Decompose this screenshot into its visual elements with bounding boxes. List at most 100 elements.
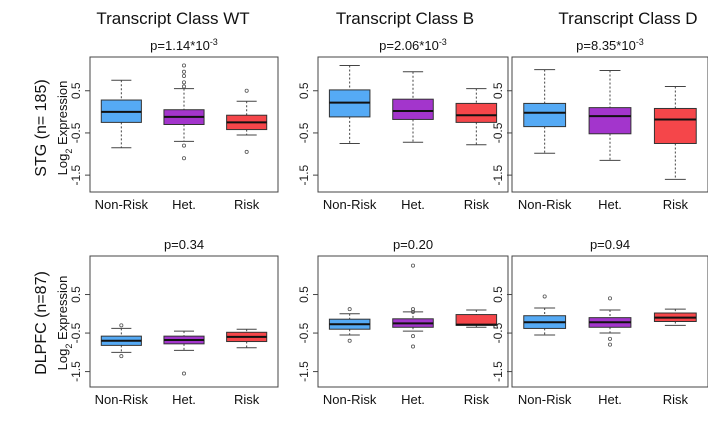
y-tick-label: -0.5 <box>491 322 505 343</box>
row-label-dlpfc: DLPFC (n=87) <box>33 271 50 375</box>
outlier-point <box>410 334 415 339</box>
x-category-label: Het. <box>401 197 425 212</box>
panel-2: p=8.35*10-3 0.5 -0.5 -1.5 Non-Risk Het. Risk <box>491 37 708 212</box>
ylabel-dlpfc-text: Log2 Expression <box>55 276 74 371</box>
x-category-label: Non-Risk <box>323 392 377 407</box>
x-category-label: Non-Risk <box>95 392 149 407</box>
outlier-point <box>410 309 415 314</box>
box-nonrisk <box>523 102 567 128</box>
y-tick-label: 0.5 <box>491 286 505 303</box>
x-category-label: Het. <box>598 197 622 212</box>
y-tick-label: -0.5 <box>69 322 83 343</box>
box-het <box>392 98 434 120</box>
outlier-point <box>542 294 547 299</box>
x-category-label: Non-Risk <box>323 197 377 212</box>
x-category-label: Risk <box>464 392 490 407</box>
x-category-label: Risk <box>234 392 260 407</box>
outlier-point <box>181 371 186 376</box>
y-tick-label: -1.5 <box>297 361 311 382</box>
panel-frame <box>317 56 509 193</box>
outlier-point <box>181 156 186 161</box>
y-tick-label: -1.5 <box>297 164 311 185</box>
x-category-label: Non-Risk <box>518 392 572 407</box>
x-category-label: Risk <box>464 197 490 212</box>
outlier-point <box>608 336 613 341</box>
y-tick-label: 0.5 <box>491 82 505 99</box>
outlier-point <box>181 63 186 68</box>
outlier-point <box>181 80 186 85</box>
outlier-point <box>347 338 352 343</box>
outlier-point <box>410 263 415 268</box>
panel-pvalue: p=0.20 <box>393 237 433 252</box>
outlier-point <box>608 342 613 347</box>
panel-frame <box>89 56 279 193</box>
box-risk <box>653 107 697 144</box>
panel-0: p=1.14*10-3 0.5 -0.5 -1.5 Non-Risk Het. Risk <box>69 37 279 212</box>
panel-frame <box>89 255 279 388</box>
ylabel-stg-sub: 2 <box>64 149 74 154</box>
box-het <box>588 107 632 135</box>
pvalue-base: p=1.14*10 <box>150 38 210 53</box>
ylabel-dlpfc-sub: 2 <box>64 344 74 349</box>
pvalue-base: p=0.94 <box>590 237 630 252</box>
outlier-point <box>181 143 186 148</box>
outlier-point <box>244 149 249 154</box>
panel-pvalue: p=0.94 <box>590 237 630 252</box>
y-tick-label: -0.5 <box>491 122 505 143</box>
pvalue-base: p=8.35*10 <box>576 38 636 53</box>
x-category-label: Non-Risk <box>518 197 572 212</box>
outlier-point <box>181 69 186 74</box>
panel-frame <box>511 255 708 388</box>
outlier-point <box>244 88 249 93</box>
panel-pvalue: p=8.35*10-3 <box>576 37 644 53</box>
y-tick-label: -0.5 <box>69 122 83 143</box>
y-tick-label: 0.5 <box>69 82 83 99</box>
y-tick-label: -1.5 <box>69 164 83 185</box>
y-tick-label: -1.5 <box>491 361 505 382</box>
y-tick-label: -1.5 <box>491 164 505 185</box>
panel-frame <box>317 255 509 388</box>
x-category-label: Het. <box>401 392 425 407</box>
x-category-label: Risk <box>663 197 689 212</box>
outlier-point <box>181 73 186 78</box>
panel-pvalue: p=2.06*10-3 <box>379 37 447 53</box>
ylabel-stg-rest: Expression <box>55 81 70 149</box>
column-title-b: Transcript Class B <box>336 9 474 28</box>
outlier-point <box>410 344 415 349</box>
x-category-label: Het. <box>172 197 196 212</box>
ylabel-dlpfc-log: Log <box>55 349 70 371</box>
pvalue-exponent: -3 <box>210 37 218 47</box>
x-category-label: Het. <box>172 392 196 407</box>
outlier-point <box>181 84 186 89</box>
pvalue-exponent: -3 <box>636 37 644 47</box>
outlier-point <box>119 354 124 359</box>
ylabel-dlpfc-rest: Expression <box>55 276 70 344</box>
panel-4: p=0.20 0.5 -0.5 -1.5 Non-Risk Het. Risk <box>297 237 509 407</box>
ylabel-stg: Log2 Expression <box>55 81 74 176</box>
pvalue-base: p=0.34 <box>164 237 204 252</box>
box-risk <box>455 102 498 123</box>
row-label-stg: STG (n= 185) <box>33 79 50 176</box>
y-tick-label: 0.5 <box>297 82 311 99</box>
x-category-label: Het. <box>598 392 622 407</box>
pvalue-exponent: -3 <box>439 37 447 47</box>
row-label-dlpfc-text: DLPFC (n=87) <box>33 271 50 375</box>
outlier-point <box>119 323 124 328</box>
pvalue-base: p=0.20 <box>393 237 433 252</box>
column-title-d: Transcript Class D <box>558 9 697 28</box>
panel-pvalue: p=0.34 <box>164 237 204 252</box>
pvalue-base: p=2.06*10 <box>379 38 439 53</box>
panel-5: p=0.94 0.5 -0.5 -1.5 Non-Risk Het. Risk <box>491 237 708 407</box>
row-label-stg-text: STG (n= 185) <box>33 79 50 176</box>
ylabel-dlpfc: Log2 Expression <box>55 276 74 371</box>
ylabel-stg-log: Log <box>55 154 70 176</box>
outlier-point <box>347 307 352 312</box>
panel-3: p=0.34 0.5 -0.5 -1.5 Non-Risk Het. Risk <box>69 237 279 407</box>
panel-frame <box>511 56 708 193</box>
outlier-point <box>608 296 613 301</box>
column-title-wt: Transcript Class WT <box>96 9 249 28</box>
panel-1: p=2.06*10-3 0.5 -0.5 -1.5 Non-Risk Het. Risk <box>297 37 509 212</box>
outlier-point <box>410 307 415 312</box>
